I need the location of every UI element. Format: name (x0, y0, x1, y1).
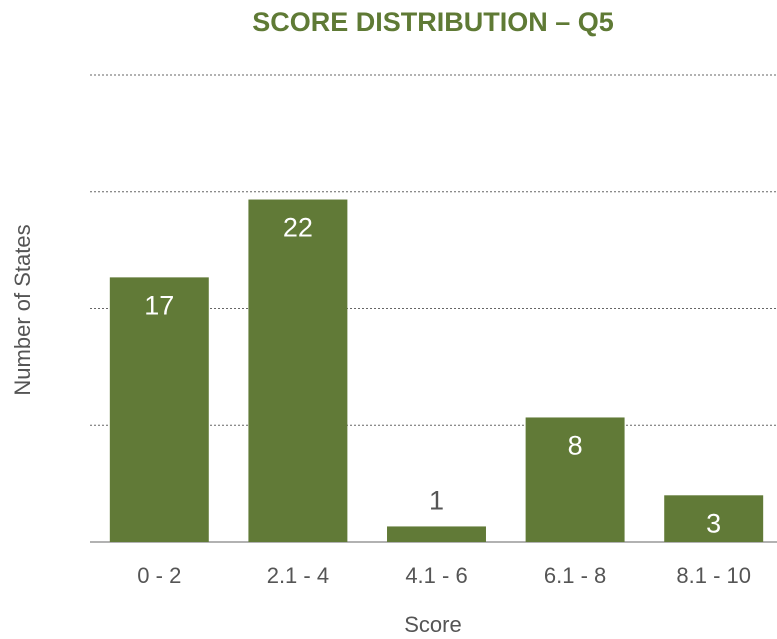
x-tick-label: 2.1 - 4 (267, 563, 329, 588)
x-axis-title: Score (404, 612, 461, 637)
data-label: 3 (706, 508, 721, 538)
data-label: 22 (283, 213, 313, 243)
bar (109, 277, 209, 542)
x-tick-label: 4.1 - 6 (405, 563, 467, 588)
data-label: 1 (429, 486, 444, 516)
x-tick-label: 8.1 - 10 (676, 563, 751, 588)
bar (248, 199, 348, 543)
y-axis-title: Number of States (10, 224, 35, 395)
bar (525, 417, 625, 542)
data-label: 8 (568, 431, 583, 461)
x-tick-label: 0 - 2 (137, 563, 181, 588)
data-label: 17 (144, 290, 174, 320)
chart-title: SCORE DISTRIBUTION – Q5 (252, 7, 614, 37)
bar (387, 526, 486, 542)
x-tick-label: 6.1 - 8 (544, 563, 606, 588)
bar (664, 495, 764, 542)
